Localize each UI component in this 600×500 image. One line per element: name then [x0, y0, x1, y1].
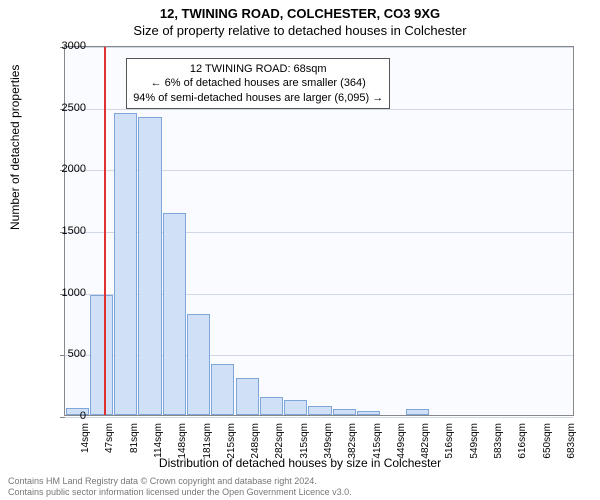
- gridline: [65, 417, 573, 418]
- x-tick-label: 683sqm: [566, 423, 577, 459]
- x-tick-label: 315sqm: [299, 423, 310, 459]
- histogram-bar: [333, 409, 356, 415]
- annotation-line: 94% of semi-detached houses are larger (…: [133, 91, 383, 105]
- title-sub: Size of property relative to detached ho…: [0, 23, 600, 38]
- y-tick-label: 1000: [46, 287, 86, 299]
- y-tick-label: 500: [46, 348, 86, 360]
- y-tick-label: 3000: [46, 40, 86, 52]
- histogram-bar: [163, 213, 186, 415]
- y-tick-label: 1500: [46, 225, 86, 237]
- attribution: Contains HM Land Registry data © Crown c…: [8, 476, 352, 498]
- x-tick-label: 215sqm: [226, 423, 237, 459]
- x-tick-label: 47sqm: [104, 423, 115, 453]
- histogram-bar: [357, 411, 380, 415]
- chart-container: 12, TWINING ROAD, COLCHESTER, CO3 9XG Si…: [0, 0, 600, 500]
- histogram-bar: [114, 113, 137, 415]
- title-main: 12, TWINING ROAD, COLCHESTER, CO3 9XG: [0, 0, 600, 21]
- x-tick-label: 482sqm: [420, 423, 431, 459]
- histogram-bar: [187, 314, 210, 415]
- histogram-bar: [308, 406, 331, 415]
- x-tick-label: 415sqm: [372, 423, 383, 459]
- x-tick-label: 516sqm: [444, 423, 455, 459]
- attribution-line: Contains HM Land Registry data © Crown c…: [8, 476, 352, 487]
- x-tick-label: 616sqm: [517, 423, 528, 459]
- histogram-bar: [236, 378, 259, 415]
- histogram-bar: [284, 400, 307, 415]
- x-tick-label: 181sqm: [202, 423, 213, 459]
- gridline: [65, 47, 573, 48]
- x-tick-label: 248sqm: [250, 423, 261, 459]
- x-tick-label: 449sqm: [396, 423, 407, 459]
- histogram-bar: [260, 397, 283, 416]
- chart-area: 12 TWINING ROAD: 68sqm← 6% of detached h…: [64, 46, 574, 416]
- annotation-line: 12 TWINING ROAD: 68sqm: [133, 62, 383, 76]
- x-tick-label: 114sqm: [153, 423, 164, 458]
- x-tick-label: 382sqm: [347, 423, 358, 459]
- plot-region: 12 TWINING ROAD: 68sqm← 6% of detached h…: [64, 46, 574, 416]
- x-tick-label: 14sqm: [80, 423, 91, 453]
- histogram-bar: [90, 295, 113, 415]
- marker-line: [104, 47, 106, 415]
- x-tick-label: 282sqm: [274, 423, 285, 459]
- x-tick-label: 349sqm: [323, 423, 334, 459]
- x-axis-label: Distribution of detached houses by size …: [0, 456, 600, 470]
- annotation-line: ← 6% of detached houses are smaller (364…: [133, 76, 383, 90]
- x-tick-label: 583sqm: [493, 423, 504, 459]
- x-tick-label: 549sqm: [469, 423, 480, 459]
- attribution-line: Contains public sector information licen…: [8, 487, 352, 498]
- y-tick-label: 2000: [46, 163, 86, 175]
- histogram-bar: [138, 117, 161, 415]
- y-tick-label: 0: [46, 410, 86, 422]
- x-tick-label: 148sqm: [177, 423, 188, 459]
- annotation-box: 12 TWINING ROAD: 68sqm← 6% of detached h…: [126, 58, 390, 109]
- y-axis-label: Number of detached properties: [8, 65, 22, 230]
- histogram-bar: [406, 409, 429, 415]
- x-tick-label: 650sqm: [542, 423, 553, 459]
- histogram-bar: [211, 364, 234, 415]
- y-tick-label: 2500: [46, 102, 86, 114]
- x-tick-label: 81sqm: [129, 423, 140, 453]
